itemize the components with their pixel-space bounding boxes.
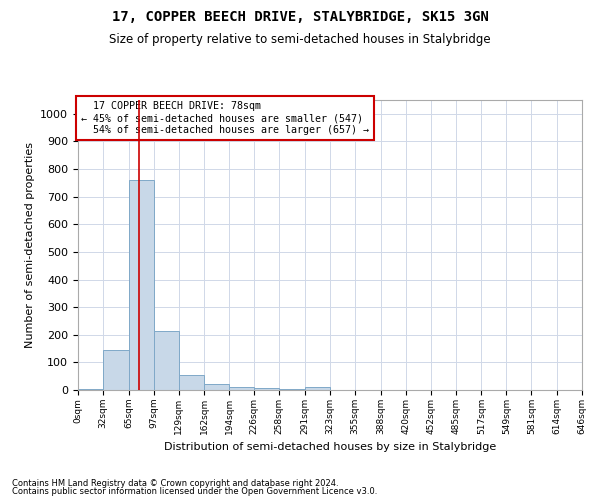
Bar bbox=[129, 180, 154, 390]
Text: Contains HM Land Registry data © Crown copyright and database right 2024.: Contains HM Land Registry data © Crown c… bbox=[12, 478, 338, 488]
Bar bbox=[229, 386, 254, 390]
Text: 17, COPPER BEECH DRIVE, STALYBRIDGE, SK15 3GN: 17, COPPER BEECH DRIVE, STALYBRIDGE, SK1… bbox=[112, 10, 488, 24]
Y-axis label: Number of semi-detached properties: Number of semi-detached properties bbox=[25, 142, 35, 348]
Bar bbox=[179, 375, 205, 390]
Bar bbox=[254, 388, 279, 390]
Text: Contains public sector information licensed under the Open Government Licence v3: Contains public sector information licen… bbox=[12, 487, 377, 496]
Bar bbox=[103, 350, 129, 390]
Text: Size of property relative to semi-detached houses in Stalybridge: Size of property relative to semi-detach… bbox=[109, 32, 491, 46]
Bar bbox=[205, 384, 229, 390]
Bar bbox=[78, 388, 103, 390]
Text: 17 COPPER BEECH DRIVE: 78sqm
← 45% of semi-detached houses are smaller (547)
  5: 17 COPPER BEECH DRIVE: 78sqm ← 45% of se… bbox=[80, 102, 368, 134]
Bar bbox=[154, 330, 179, 390]
X-axis label: Distribution of semi-detached houses by size in Stalybridge: Distribution of semi-detached houses by … bbox=[164, 442, 496, 452]
Bar bbox=[279, 388, 305, 390]
Bar bbox=[305, 386, 330, 390]
